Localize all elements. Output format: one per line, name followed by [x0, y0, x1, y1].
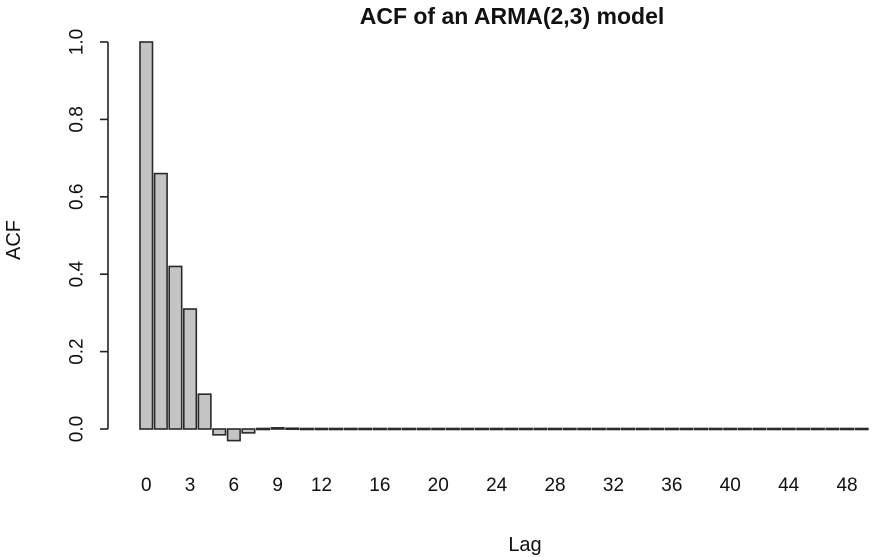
x-tick-label: 24 — [486, 475, 508, 496]
acf-bar-lag-45 — [796, 427, 811, 431]
acf-bar-lag-49 — [854, 427, 869, 431]
acf-bar-lag-9 — [270, 427, 285, 430]
y-tick-label: 0.8 — [67, 106, 88, 132]
y-tick-label: 1.0 — [67, 29, 88, 55]
acf-bar-lag-10 — [285, 427, 300, 431]
acf-bar-lag-21 — [445, 427, 460, 431]
acf-bar-lag-31 — [591, 427, 606, 431]
acf-bar-lag-32 — [606, 427, 621, 431]
acf-bar-lag-14 — [343, 427, 358, 431]
acf-bar-lag-16 — [372, 427, 387, 431]
x-tick-label: 32 — [603, 475, 624, 496]
acf-bar-lag-24 — [489, 427, 504, 431]
x-axis-label: Lag — [508, 534, 541, 556]
acf-bar-lag-22 — [460, 427, 475, 431]
acf-bar-lag-0 — [139, 41, 154, 430]
y-tick-label: 0.0 — [67, 416, 88, 442]
x-tick-label: 6 — [229, 475, 240, 496]
acf-bar-lag-34 — [635, 427, 650, 431]
acf-bar-lag-26 — [518, 427, 533, 431]
x-tick-label: 0 — [141, 475, 152, 496]
acf-bar-lag-19 — [416, 427, 431, 431]
x-tick-label: 28 — [544, 475, 565, 496]
x-tick-label: 9 — [272, 475, 283, 496]
acf-bar-lag-38 — [693, 427, 709, 431]
acf-bar-lag-2 — [168, 265, 183, 430]
acf-bar-lag-12 — [314, 427, 329, 431]
acf-bar-lag-20 — [431, 427, 446, 431]
x-tick-label: 16 — [369, 475, 390, 496]
x-tick-label: 44 — [778, 475, 800, 496]
acf-bar-lag-11 — [299, 427, 314, 431]
acf-bar-lag-36 — [664, 427, 679, 431]
acf-bar-lag-8 — [255, 427, 271, 431]
acf-bar-lag-33 — [620, 427, 636, 431]
x-tick-label: 3 — [185, 475, 196, 496]
bars-group — [139, 41, 869, 442]
acf-bar-lag-41 — [737, 427, 752, 431]
y-axis-label: ACF — [3, 220, 25, 260]
acf-bar-lag-42 — [752, 427, 767, 431]
acf-bar-lag-25 — [504, 427, 519, 431]
acf-bar-lag-17 — [387, 427, 402, 431]
acf-bar-lag-48 — [839, 427, 855, 431]
acf-bar-lag-37 — [679, 427, 694, 431]
acf-bar-lag-43 — [766, 427, 782, 431]
y-tick-label: 0.6 — [67, 184, 88, 210]
acf-bar-lag-47 — [825, 427, 840, 431]
x-axis-ticks: 0 3 6 9 12 16 20 24 28 32 36 40 44 48 — [141, 475, 858, 496]
y-tick-label: 0.2 — [67, 338, 88, 364]
acf-bar-lag-46 — [810, 427, 825, 431]
acf-bar-lag-7 — [241, 428, 256, 434]
acf-bar-lag-27 — [533, 427, 548, 431]
acf-bar-lag-4 — [197, 393, 212, 430]
chart-title: ACF of an ARMA(2,3) model — [360, 3, 665, 29]
x-tick-label: 20 — [428, 475, 449, 496]
acf-bar-lag-28 — [547, 427, 563, 431]
acf-bar-lag-23 — [474, 427, 490, 431]
x-tick-label: 36 — [661, 475, 682, 496]
acf-bar-lag-13 — [328, 427, 344, 431]
acf-bar-lag-6 — [226, 428, 241, 442]
acf-bar-lag-39 — [708, 427, 723, 431]
x-tick-label: 48 — [836, 475, 857, 496]
acf-bar-lag-29 — [562, 427, 577, 431]
acf-bar-lag-44 — [781, 427, 796, 431]
x-tick-label: 12 — [311, 475, 332, 496]
acf-bar-lag-5 — [212, 428, 227, 436]
acf-bar-lag-18 — [401, 427, 417, 431]
y-axis: 0.0 0.2 0.4 0.6 0.8 1.0 — [67, 29, 109, 442]
acf-bar-lag-35 — [650, 427, 665, 431]
acf-bar-lag-40 — [723, 427, 738, 431]
acf-bar-lag-15 — [358, 427, 373, 431]
x-tick-label: 40 — [720, 475, 741, 496]
acf-bar-lag-30 — [577, 427, 592, 431]
acf-bar-lag-3 — [183, 308, 198, 430]
y-tick-label: 0.4 — [67, 261, 88, 288]
acf-bar-lag-1 — [153, 172, 168, 430]
